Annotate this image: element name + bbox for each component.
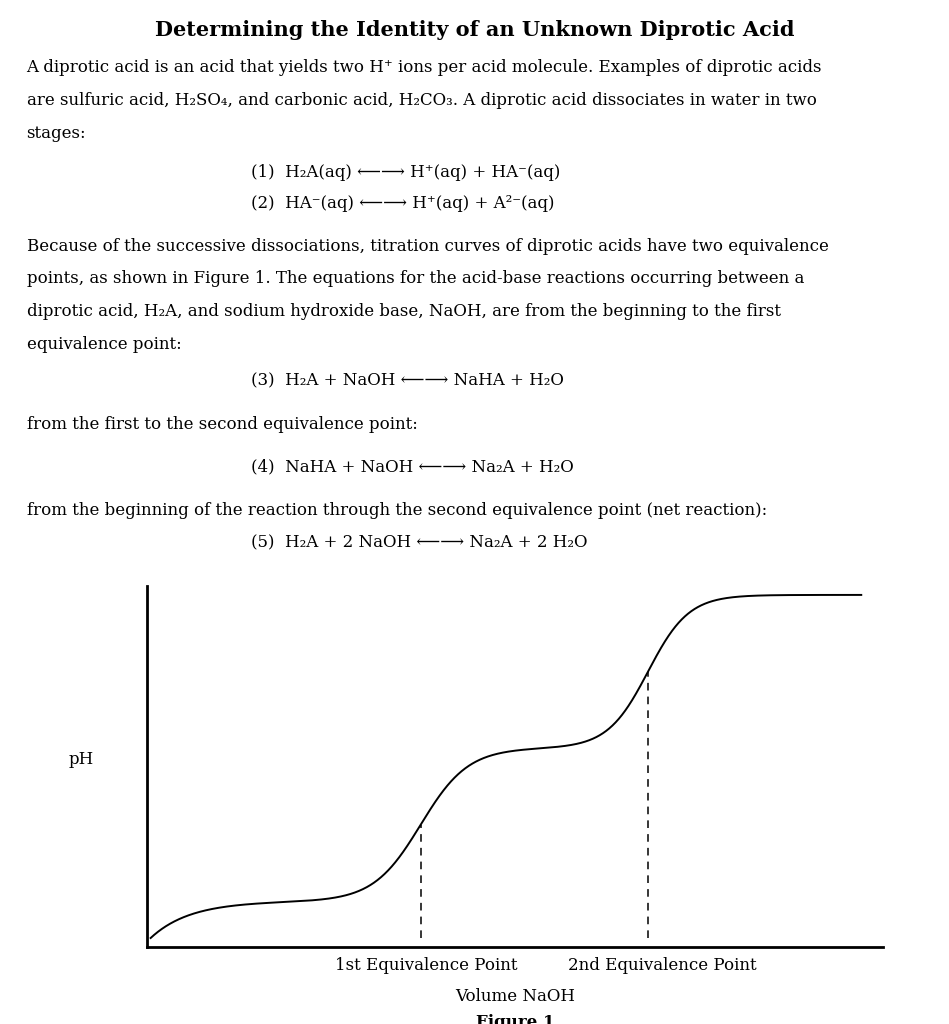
Text: (2)  HA⁻(aq) ⟵⟶ H⁺(aq) + A²⁻(aq): (2) HA⁻(aq) ⟵⟶ H⁺(aq) + A²⁻(aq) xyxy=(251,195,555,212)
Text: Figure 1: Figure 1 xyxy=(475,1014,554,1024)
Text: from the first to the second equivalence point:: from the first to the second equivalence… xyxy=(27,416,418,433)
Text: (4)  NaHA + NaOH ⟵⟶ Na₂A + H₂O: (4) NaHA + NaOH ⟵⟶ Na₂A + H₂O xyxy=(251,459,574,476)
Text: equivalence point:: equivalence point: xyxy=(27,336,181,353)
Text: Volume NaOH: Volume NaOH xyxy=(455,988,575,1006)
Text: (1)  H₂A(aq) ⟵⟶ H⁺(aq) + HA⁻(aq): (1) H₂A(aq) ⟵⟶ H⁺(aq) + HA⁻(aq) xyxy=(251,164,561,181)
Text: (5)  H₂A + 2 NaOH ⟵⟶ Na₂A + 2 H₂O: (5) H₂A + 2 NaOH ⟵⟶ Na₂A + 2 H₂O xyxy=(251,535,588,552)
Text: A diprotic acid is an acid that yields two H⁺ ions per acid molecule. Examples o: A diprotic acid is an acid that yields t… xyxy=(27,59,822,77)
Text: points, as shown in Figure 1. The equations for the acid-base reactions occurrin: points, as shown in Figure 1. The equati… xyxy=(27,270,804,288)
Text: are sulfuric acid, H₂SO₄, and carbonic acid, H₂CO₃. A diprotic acid dissociates : are sulfuric acid, H₂SO₄, and carbonic a… xyxy=(27,92,816,110)
Text: stages:: stages: xyxy=(27,125,86,142)
Text: pH: pH xyxy=(68,751,94,768)
Text: Determining the Identity of an Unknown Diprotic Acid: Determining the Identity of an Unknown D… xyxy=(155,20,794,41)
Text: (3)  H₂A + NaOH ⟵⟶ NaHA + H₂O: (3) H₂A + NaOH ⟵⟶ NaHA + H₂O xyxy=(251,373,565,390)
Text: diprotic acid, H₂A, and sodium hydroxide base, NaOH, are from the beginning to t: diprotic acid, H₂A, and sodium hydroxide… xyxy=(27,303,781,321)
Text: 2nd Equivalence Point: 2nd Equivalence Point xyxy=(568,957,756,975)
Text: 1st Equivalence Point: 1st Equivalence Point xyxy=(335,957,518,975)
Text: Because of the successive dissociations, titration curves of diprotic acids have: Because of the successive dissociations,… xyxy=(27,238,828,255)
Text: from the beginning of the reaction through the second equivalence point (net rea: from the beginning of the reaction throu… xyxy=(27,502,767,519)
